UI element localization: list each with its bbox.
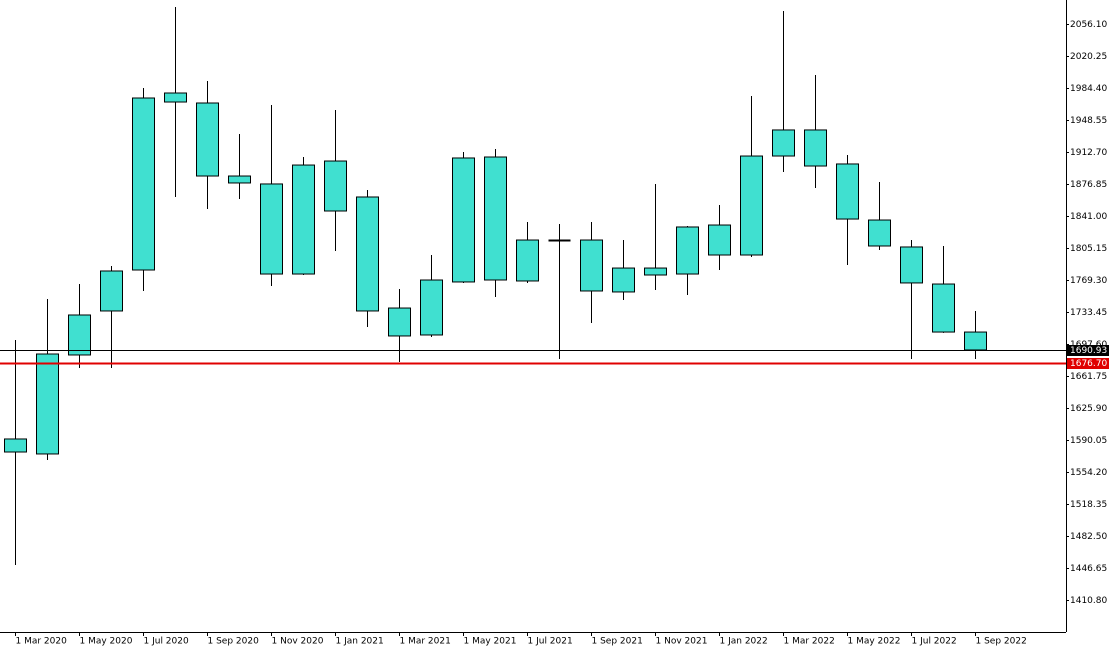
candle-body bbox=[932, 283, 955, 333]
candle-body bbox=[388, 307, 411, 337]
y-tick-label: 1410.80 bbox=[1070, 596, 1107, 606]
y-tick-label: 1661.75 bbox=[1070, 372, 1107, 382]
y-tick-label: 1554.20 bbox=[1070, 468, 1107, 478]
candle-body bbox=[676, 226, 699, 275]
x-tick-label: 1 Mar 2020 bbox=[16, 637, 68, 647]
y-tick-label: 1841.00 bbox=[1070, 212, 1107, 222]
x-tick-label: 1 Jan 2022 bbox=[720, 637, 768, 647]
candle-body bbox=[612, 267, 635, 293]
candle-body bbox=[260, 183, 283, 275]
price-label-box bbox=[1067, 358, 1109, 369]
candle-body bbox=[964, 331, 987, 351]
price-label: 1690.93 bbox=[1070, 346, 1107, 356]
y-tick-label: 1518.35 bbox=[1070, 500, 1107, 510]
y-tick-label: 1805.15 bbox=[1070, 244, 1107, 254]
x-tick-label: 1 Mar 2021 bbox=[400, 637, 451, 647]
candle-body bbox=[164, 92, 187, 103]
candle-body bbox=[356, 196, 379, 312]
candle-body bbox=[516, 239, 539, 282]
x-tick-label: 1 May 2022 bbox=[848, 637, 901, 647]
candle-body bbox=[420, 279, 443, 336]
x-tick-label: 1 Sep 2021 bbox=[592, 637, 643, 647]
y-tick-label: 1769.30 bbox=[1070, 276, 1107, 286]
y-tick-label: 1984.40 bbox=[1070, 84, 1107, 94]
candle-body bbox=[68, 314, 91, 356]
candle-body bbox=[4, 438, 27, 453]
candle-body bbox=[132, 97, 155, 271]
candle-body bbox=[708, 224, 731, 256]
x-tick-label: 1 Jul 2021 bbox=[528, 637, 573, 647]
x-tick-label: 1 Sep 2022 bbox=[976, 637, 1027, 647]
y-tick-label: 2020.25 bbox=[1070, 52, 1107, 62]
candle-body bbox=[292, 164, 315, 275]
candle-body bbox=[196, 102, 219, 177]
candle-body bbox=[740, 155, 763, 256]
x-tick-label: 1 Sep 2020 bbox=[208, 637, 260, 647]
price-label-box bbox=[1067, 345, 1109, 356]
x-tick-label: 1 Jul 2020 bbox=[144, 637, 189, 647]
candle-body bbox=[324, 160, 347, 212]
y-tick-label: 1590.05 bbox=[1070, 436, 1107, 446]
x-tick-label: 1 May 2021 bbox=[464, 637, 517, 647]
y-tick-label: 1446.65 bbox=[1070, 564, 1107, 574]
y-tick-label: 1482.50 bbox=[1070, 532, 1107, 542]
candle-body bbox=[772, 129, 795, 157]
candle-body bbox=[868, 219, 891, 247]
candle-body bbox=[580, 239, 603, 292]
y-tick-label: 1912.70 bbox=[1070, 148, 1107, 158]
candle-body bbox=[228, 175, 251, 184]
x-tick-label: 1 Nov 2021 bbox=[656, 637, 708, 647]
x-tick-label: 1 May 2020 bbox=[80, 637, 133, 647]
candle-body bbox=[100, 270, 123, 312]
candle-body bbox=[900, 246, 923, 284]
y-tick-label: 1948.55 bbox=[1070, 116, 1107, 126]
candle-body bbox=[644, 267, 667, 276]
x-tick-label: 1 Nov 2020 bbox=[272, 637, 324, 647]
y-tick-label: 2056.10 bbox=[1070, 20, 1107, 30]
y-tick-label: 1625.90 bbox=[1070, 404, 1107, 414]
x-tick-label: 1 Jul 2022 bbox=[912, 637, 957, 647]
candle-body bbox=[484, 156, 507, 281]
x-tick-label: 1 Jan 2021 bbox=[336, 637, 384, 647]
candle-body bbox=[804, 129, 827, 167]
y-tick-label: 1876.85 bbox=[1070, 180, 1107, 190]
candle-body bbox=[36, 353, 59, 455]
candle-body bbox=[836, 163, 859, 220]
y-tick-label: 1733.45 bbox=[1070, 308, 1107, 318]
price-label: 1676.70 bbox=[1070, 359, 1107, 369]
candle-body bbox=[452, 157, 475, 283]
x-tick-label: 1 Mar 2022 bbox=[784, 637, 835, 647]
